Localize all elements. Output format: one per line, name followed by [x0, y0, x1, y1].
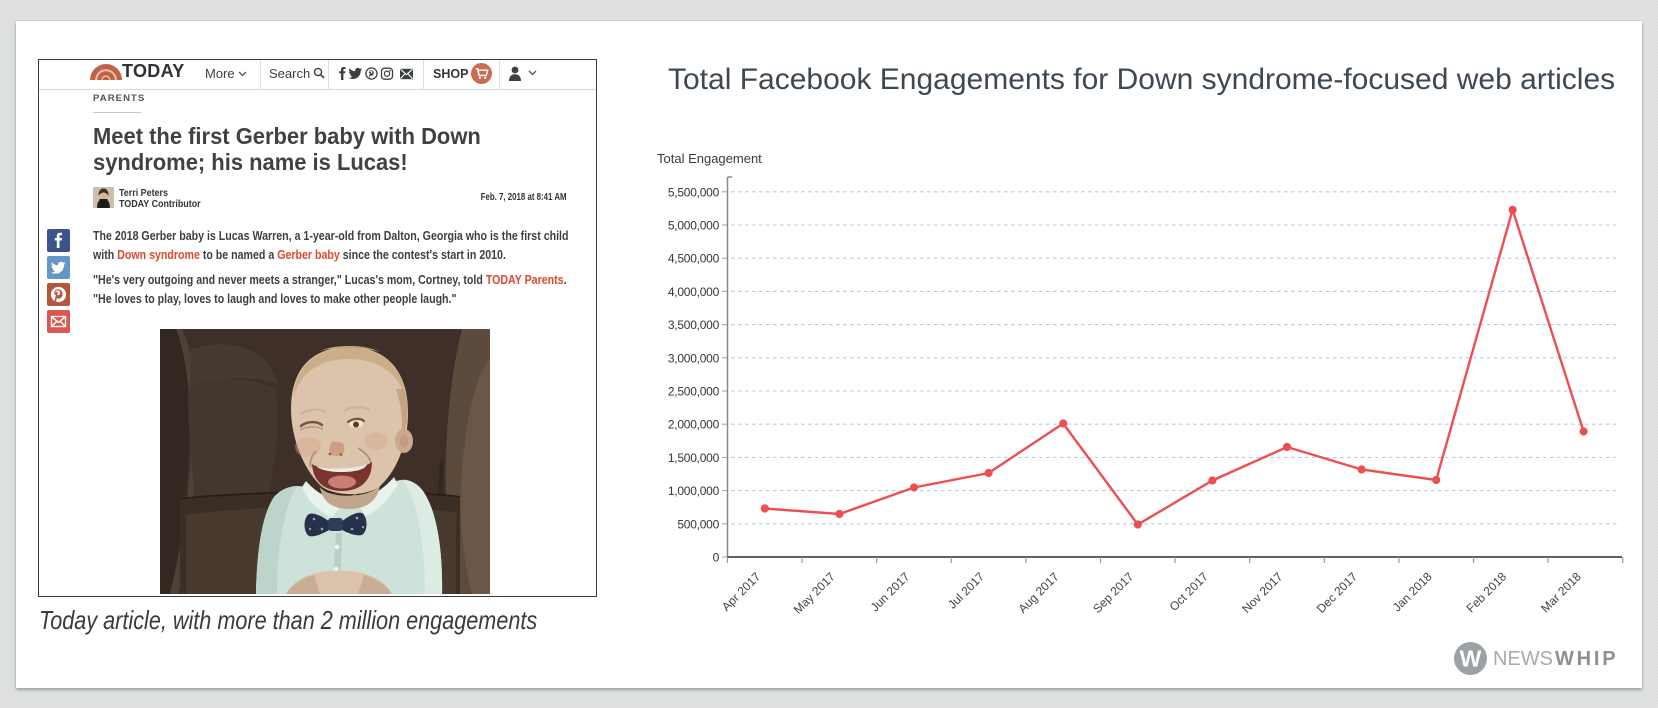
svg-text:NEWS: NEWS [1493, 648, 1553, 670]
svg-text:Nov 2017: Nov 2017 [1239, 569, 1285, 615]
svg-text:4,000,000: 4,000,000 [668, 285, 720, 299]
svg-text:May 2017: May 2017 [791, 569, 838, 616]
svg-text:Dec 2017: Dec 2017 [1314, 569, 1360, 615]
svg-text:W: W [1460, 646, 1482, 672]
svg-text:Feb 2018: Feb 2018 [1464, 569, 1510, 615]
svg-text:Apr 2017: Apr 2017 [719, 569, 764, 614]
svg-text:Oct 2017: Oct 2017 [1167, 569, 1212, 614]
svg-text:5,500,000: 5,500,000 [668, 185, 720, 199]
svg-text:0: 0 [713, 551, 720, 565]
svg-text:Mar 2018: Mar 2018 [1538, 569, 1584, 615]
svg-text:Aug 2017: Aug 2017 [1015, 569, 1061, 615]
svg-text:5,000,000: 5,000,000 [668, 219, 720, 233]
svg-text:Sep 2017: Sep 2017 [1090, 569, 1136, 615]
svg-text:3,500,000: 3,500,000 [668, 318, 720, 332]
svg-text:Jul 2017: Jul 2017 [945, 569, 987, 611]
svg-text:Jan 2018: Jan 2018 [1390, 569, 1435, 614]
svg-text:1,000,000: 1,000,000 [668, 484, 720, 498]
svg-text:1,500,000: 1,500,000 [668, 451, 720, 465]
svg-text:Jun 2017: Jun 2017 [868, 569, 913, 614]
svg-text:3,000,000: 3,000,000 [668, 351, 720, 365]
svg-text:500,000: 500,000 [677, 517, 719, 531]
svg-text:4,500,000: 4,500,000 [668, 252, 720, 266]
svg-text:2,500,000: 2,500,000 [668, 385, 720, 399]
svg-text:WHIP: WHIP [1555, 648, 1618, 670]
svg-text:2,000,000: 2,000,000 [668, 418, 720, 432]
